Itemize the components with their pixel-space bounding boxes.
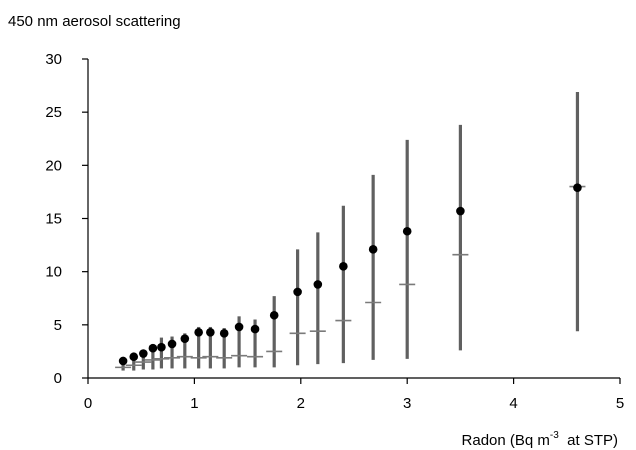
mean-point: [129, 352, 139, 362]
y-tick-label: 20: [45, 157, 62, 174]
x-tick-label: 4: [509, 395, 517, 412]
y-tick-label: 15: [45, 211, 62, 228]
mean-point: [250, 324, 260, 334]
axes: 0 1 2 3 4 5 0 5 10 15 20 25 30: [45, 51, 624, 412]
y-axis-title: 450 nm aerosol scattering: [8, 13, 181, 30]
x-axis-title-superscript: -3: [550, 430, 559, 441]
mean-point: [339, 262, 348, 271]
mean-points: [118, 183, 582, 366]
y-tick-label: 10: [45, 264, 62, 281]
y-tick-label: 0: [54, 370, 62, 387]
mean-point: [269, 310, 279, 320]
mean-point: [219, 329, 229, 338]
mean-point: [167, 339, 177, 349]
mean-point: [157, 342, 166, 352]
mean-point: [313, 280, 323, 289]
mean-point: [180, 334, 190, 343]
mean-point: [206, 327, 215, 337]
median-marks: [115, 185, 586, 369]
mean-point: [118, 356, 128, 366]
x-axis-title-main: Radon (Bq m: [462, 432, 550, 449]
x-axis-title-suffix: at STP): [559, 432, 618, 449]
x-tick-label: 0: [84, 395, 92, 412]
x-axis-title: Radon (Bq m-3 at STP): [462, 430, 618, 449]
mean-point: [234, 322, 244, 332]
mean-point: [139, 349, 148, 358]
x-tick-label: 5: [616, 395, 624, 412]
y-tick-label: 25: [45, 104, 62, 121]
x-tick-label: 3: [403, 395, 411, 412]
mean-point: [402, 226, 412, 236]
y-tick-label: 5: [54, 317, 62, 334]
x-tick-label: 1: [190, 395, 198, 412]
error-bars: [121, 91, 580, 371]
mean-point: [148, 343, 158, 353]
mean-point: [293, 287, 302, 297]
mean-point: [368, 245, 378, 254]
mean-point: [194, 327, 203, 337]
mean-point: [456, 206, 465, 216]
mean-point: [573, 183, 582, 192]
y-tick-label: 30: [45, 51, 62, 68]
x-tick-label: 2: [297, 395, 305, 412]
